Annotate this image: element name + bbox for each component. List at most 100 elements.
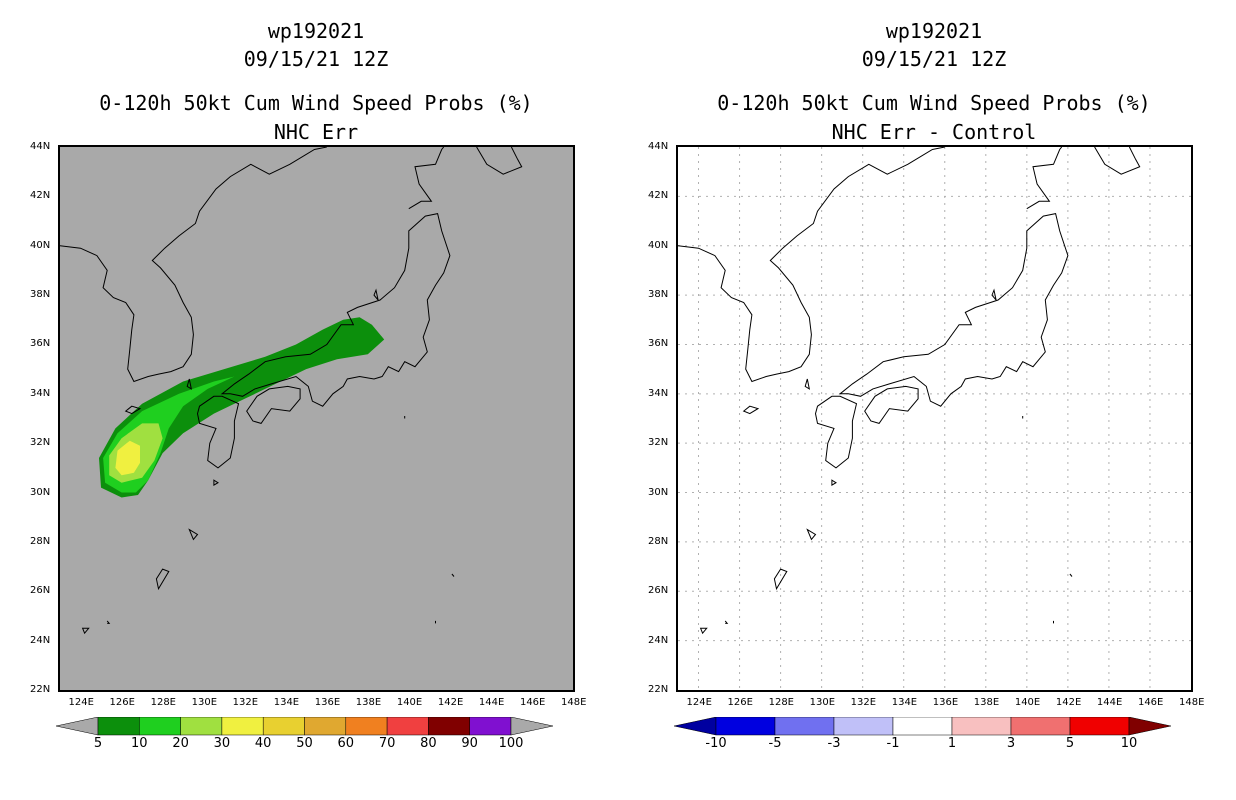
longitude-label: 134E xyxy=(891,697,918,708)
colorbar-below-arrow xyxy=(56,717,99,736)
coastline xyxy=(81,627,90,635)
colorbar-segment xyxy=(1069,717,1130,736)
right-map-subtitle: NHC Err - Control xyxy=(831,120,1037,144)
colorbar-label: -3 xyxy=(827,736,841,751)
longitude-label: 136E xyxy=(932,697,959,708)
longitude-label: 132E xyxy=(232,697,259,708)
colorbar-segment xyxy=(386,717,429,736)
longitude-label: 126E xyxy=(109,697,135,708)
map-background xyxy=(678,147,1191,690)
left-datetime: 09/15/21 12Z xyxy=(243,47,389,71)
colorbar-segment xyxy=(304,717,347,736)
left-probability-map xyxy=(58,145,575,692)
colorbar-segment xyxy=(833,717,894,736)
colorbar-label: 20 xyxy=(172,736,189,751)
latitude-label: 22N xyxy=(648,684,669,695)
colorbar-segment xyxy=(262,717,305,736)
longitude-label: 126E xyxy=(727,697,753,708)
latitude-label: 34N xyxy=(30,387,51,399)
longitude-label: 130E xyxy=(191,697,218,708)
coastline xyxy=(124,405,142,415)
colorbar-label: 3 xyxy=(1006,736,1016,751)
longitude-label: 148E xyxy=(561,697,587,708)
colorbar-segment xyxy=(221,717,264,736)
colorbar-label: 40 xyxy=(254,736,272,751)
latitude-label: 22N xyxy=(30,684,51,695)
coastline xyxy=(1026,147,1063,210)
left-map-subtitle: NHC Err xyxy=(273,120,359,144)
latitude-label: 30N xyxy=(30,486,51,498)
coastline xyxy=(699,627,708,635)
longitude-label: 130E xyxy=(809,697,836,708)
colorbar-label: -10 xyxy=(705,736,727,751)
coastline xyxy=(155,568,170,591)
colorbar-label: 5 xyxy=(1065,736,1075,751)
colorbar-label: -1 xyxy=(886,736,900,751)
left-colorbar xyxy=(56,717,554,736)
coastline xyxy=(724,620,729,624)
coastline xyxy=(246,385,301,424)
latitude-label: 38N xyxy=(30,289,51,301)
latitude-label: 34N xyxy=(648,387,669,399)
colorbar-segment xyxy=(951,717,1012,736)
longitude-label: 124E xyxy=(68,697,94,708)
latitude-label: 44N xyxy=(30,141,51,152)
coastline xyxy=(1094,147,1141,175)
latitude-label: 40N xyxy=(648,239,669,251)
coastline xyxy=(1069,573,1073,577)
colorbar-label: -5 xyxy=(768,736,782,751)
colorbar-segment xyxy=(428,717,470,736)
latitude-label: 32N xyxy=(648,437,669,449)
longitude-label: 140E xyxy=(396,697,423,708)
colorbar-label: 1 xyxy=(947,736,957,751)
colorbar-below-arrow xyxy=(674,717,717,736)
latitude-label: 26N xyxy=(30,585,51,597)
coastline xyxy=(213,479,219,486)
colorbar-segment xyxy=(97,717,140,736)
colorbar-segment xyxy=(180,717,223,736)
longitude-label: 146E xyxy=(519,697,546,708)
right-storm-id: wp192021 xyxy=(885,19,983,43)
right-map-canvas xyxy=(678,147,1191,690)
coastline xyxy=(408,147,445,210)
longitude-label: 134E xyxy=(273,697,300,708)
coastline xyxy=(186,378,193,390)
colorbar-label: 80 xyxy=(420,736,437,751)
coastline xyxy=(814,395,858,469)
latitude-label: 26N xyxy=(648,585,669,597)
left-map-title: 0-120h 50kt Cum Wind Speed Probs (%) xyxy=(99,91,533,115)
latitude-label: 38N xyxy=(648,289,669,301)
coastline xyxy=(451,573,455,577)
latitude-label: 40N xyxy=(30,239,51,251)
longitude-label: 124E xyxy=(686,697,712,708)
coastline xyxy=(373,288,379,301)
longitude-label: 128E xyxy=(150,697,176,708)
colorbar-label: 30 xyxy=(213,736,231,751)
colorbar-label: 50 xyxy=(296,736,313,751)
colorbar-segment xyxy=(139,717,181,736)
coastline xyxy=(864,385,919,424)
coastline xyxy=(831,479,837,486)
colorbar-label: 70 xyxy=(378,736,396,751)
coastline xyxy=(773,568,788,591)
right-datetime: 09/15/21 12Z xyxy=(861,47,1007,71)
latitude-label: 24N xyxy=(648,634,669,646)
longitude-label: 144E xyxy=(478,697,505,708)
colorbar-segment xyxy=(715,717,776,736)
longitude-label: 144E xyxy=(1096,697,1123,708)
colorbar-label: 10 xyxy=(131,736,148,751)
right-difference-map xyxy=(676,145,1193,692)
latitude-label: 42N xyxy=(648,190,669,202)
colorbar-label: 100 xyxy=(498,736,524,751)
probability-contour-5 xyxy=(99,317,385,498)
longitude-label: 140E xyxy=(1014,697,1041,708)
colorbar-segment xyxy=(1010,717,1071,736)
latitude-label: 42N xyxy=(30,190,51,202)
longitude-label: 142E xyxy=(437,697,464,708)
latitude-label: 36N xyxy=(648,338,669,350)
colorbar-above-arrow xyxy=(510,717,554,736)
coastline xyxy=(838,213,1069,407)
coastline xyxy=(804,378,811,390)
longitude-label: 142E xyxy=(1055,697,1082,708)
coastline xyxy=(678,147,945,383)
